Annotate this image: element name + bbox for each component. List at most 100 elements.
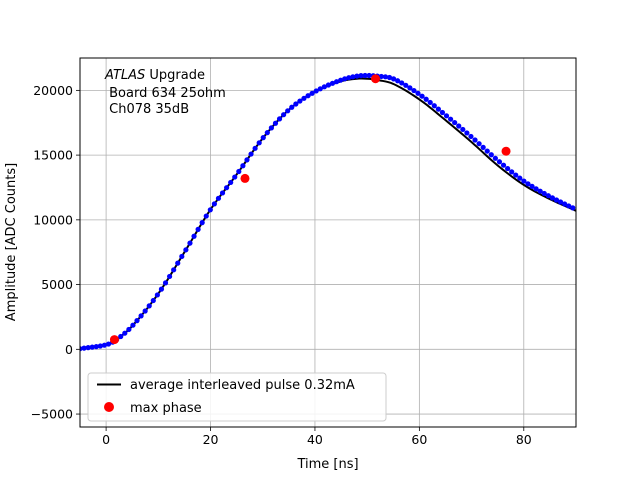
- sample-point: [395, 78, 401, 84]
- legend-box: [87, 372, 387, 422]
- sample-point: [134, 318, 140, 324]
- sample-point: [81, 345, 87, 351]
- sample-point: [456, 123, 462, 129]
- sample-point: [386, 74, 393, 81]
- sample-point: [293, 101, 299, 107]
- sample-point: [533, 186, 539, 192]
- sample-point: [378, 73, 384, 80]
- sample-point: [403, 82, 409, 88]
- sample-point: [305, 93, 311, 99]
- sample-point: [358, 73, 364, 79]
- sample-point: [549, 195, 556, 201]
- sample-point: [285, 108, 291, 114]
- sample-point: [325, 82, 332, 88]
- sample-point: [256, 140, 262, 146]
- sample-point: [138, 313, 144, 319]
- sample-point: [154, 292, 160, 298]
- sample-point: [126, 326, 132, 333]
- sample-point: [435, 106, 441, 112]
- y-tick-label: 10000: [33, 212, 73, 227]
- sample-point: [122, 330, 128, 336]
- annotation-line-2: Board 634 25ohm: [105, 86, 226, 101]
- sample-point: [411, 87, 417, 94]
- y-tick-label: 20000: [33, 83, 73, 98]
- sample-point: [195, 226, 201, 232]
- sample-point: [211, 201, 217, 207]
- sample-point: [570, 205, 576, 211]
- max-phase-point: [109, 335, 119, 345]
- annotation-atlas: ATLAS: [104, 68, 145, 83]
- sample-point: [452, 119, 458, 126]
- y-tick-label: 0: [65, 342, 73, 357]
- sample-point: [476, 141, 482, 147]
- sample-point: [166, 273, 173, 280]
- sample-point: [484, 148, 490, 154]
- sample-point: [366, 72, 372, 79]
- sample-point: [244, 157, 250, 163]
- sample-point: [557, 199, 564, 205]
- sample-point: [260, 135, 266, 141]
- sample-point: [187, 240, 193, 246]
- y-tick-label: −5000: [31, 407, 73, 422]
- x-tick-label: 20: [203, 432, 219, 447]
- sample-point: [183, 247, 189, 253]
- sample-point: [439, 109, 446, 116]
- sample-point: [427, 99, 433, 106]
- sample-point: [338, 77, 344, 83]
- x-axis-label: Time [ns]: [296, 457, 358, 472]
- sample-point: [175, 260, 181, 266]
- sample-point: [101, 342, 108, 348]
- axis-ticks: 0 20 40 60 80 −5000 0 5000 10000 15000 20000: [31, 83, 532, 447]
- sample-point: [191, 233, 197, 239]
- sample-point: [171, 267, 177, 273]
- sample-point: [423, 96, 429, 102]
- sample-point: [248, 151, 254, 157]
- sample-point: [362, 72, 368, 79]
- max-phase-point: [240, 173, 250, 183]
- sample-point: [130, 322, 136, 328]
- sample-point: [264, 130, 270, 136]
- sample-point: [224, 185, 230, 191]
- sample-point: [537, 188, 543, 194]
- sample-point: [342, 76, 348, 82]
- plot-area: [80, 72, 576, 352]
- sample-point: [215, 195, 222, 201]
- x-tick-label: 80: [516, 432, 532, 447]
- sample-point: [419, 93, 425, 99]
- sample-point: [415, 90, 421, 96]
- sample-point: [162, 280, 169, 286]
- y-tick-label: 5000: [41, 277, 73, 292]
- annotation-line-1: ATLAS Upgrade: [104, 68, 205, 83]
- sample-point: [460, 126, 466, 133]
- sample-point: [500, 162, 507, 168]
- plot-frame: [79, 57, 577, 428]
- sample-point: [513, 172, 519, 178]
- sample-point: [203, 213, 209, 219]
- sample-point: [329, 80, 336, 86]
- sample-point: [541, 190, 547, 197]
- sample-point: [562, 201, 568, 207]
- sample-point: [321, 84, 327, 90]
- sample-point: [468, 133, 474, 140]
- x-tick-label: 40: [307, 432, 323, 447]
- sample-point: [431, 103, 437, 109]
- legend-entry-max-phase: max phase: [130, 401, 202, 416]
- sample-point: [268, 125, 274, 131]
- x-tick-label: 0: [102, 432, 110, 447]
- sample-point: [553, 197, 560, 203]
- sample-point: [105, 341, 112, 347]
- sample-point: [118, 333, 124, 340]
- sample-point: [142, 308, 148, 314]
- sample-point: [232, 174, 238, 180]
- sample-point: [276, 116, 283, 122]
- sample-point: [566, 203, 572, 209]
- legend-marker-swatch: [104, 402, 114, 412]
- sample-point: [399, 80, 405, 86]
- sample-point: [317, 86, 323, 92]
- sample-point: [350, 74, 356, 80]
- sample-point: [407, 85, 413, 91]
- sample-point: [472, 137, 478, 143]
- annotation-line-3: Ch078 35dB: [105, 102, 189, 117]
- max-phase-point: [371, 74, 381, 84]
- sample-point: [289, 104, 295, 110]
